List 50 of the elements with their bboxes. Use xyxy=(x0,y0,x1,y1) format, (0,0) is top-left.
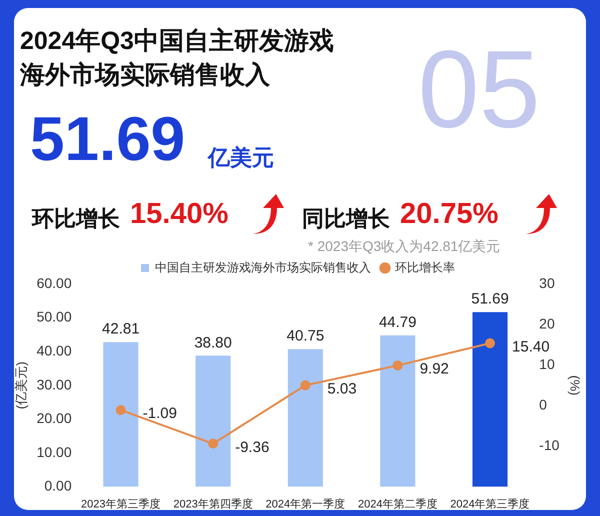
y-tick-label: 10.00 xyxy=(36,444,72,460)
text: 05 xyxy=(418,27,540,153)
data-label: 51.69 xyxy=(471,290,509,308)
y2-tick-label: 30 xyxy=(539,274,555,291)
legend-label: 环比增长率 xyxy=(395,260,455,274)
point xyxy=(392,360,403,370)
text: 51.69 xyxy=(30,104,186,175)
bar xyxy=(472,312,508,487)
text: * 2023年Q3收入为42.81亿美元 xyxy=(308,238,500,256)
data-label: 38.80 xyxy=(194,334,232,352)
y2-tick-label: 0 xyxy=(539,396,548,413)
y2-tick-label: 10 xyxy=(539,356,555,372)
bar xyxy=(196,356,231,487)
y-tick-label: 20.00 xyxy=(36,410,72,426)
y2-axis-title: (%) xyxy=(568,375,583,396)
text: 环比增长 xyxy=(32,205,120,233)
y-tick-label: 60.00 xyxy=(36,274,72,291)
point xyxy=(485,338,496,348)
text: 同比增长 xyxy=(302,205,390,233)
y-tick-label: 30.00 xyxy=(36,376,72,392)
chart-title: 2024年Q3中国自主研发游戏海外市场实际销售收入 xyxy=(20,26,335,91)
data-label: -9.36 xyxy=(235,438,270,456)
x-tick-label: 2024年第一季度 xyxy=(266,497,346,510)
text: 15.40% xyxy=(130,198,228,231)
point xyxy=(208,438,218,449)
x-tick-label: 2023年第四季度 xyxy=(173,497,253,510)
data-label: 15.40 xyxy=(512,338,550,356)
data-label: 5.03 xyxy=(327,380,357,398)
y-tick-label: 50.00 xyxy=(36,308,72,325)
data-label: 42.81 xyxy=(102,320,140,338)
point xyxy=(300,380,310,390)
data-label: 40.75 xyxy=(286,328,324,345)
data-label: 9.92 xyxy=(420,360,449,378)
data-label: -1.09 xyxy=(142,405,177,422)
y-tick-label: 0.00 xyxy=(44,478,72,494)
y2-tick-label: 20 xyxy=(539,315,555,332)
bar xyxy=(103,342,138,487)
y-tick-label: 40.00 xyxy=(36,342,72,358)
x-tick-label: 2024年第三季度 xyxy=(450,497,530,510)
bar xyxy=(380,335,416,487)
text: 20.75% xyxy=(400,198,498,231)
text: 亿美元 xyxy=(208,144,274,172)
x-tick-label: 2023年第三季度 xyxy=(81,497,161,510)
y-axis-title: (亿美元) xyxy=(13,362,28,410)
data-label: 44.79 xyxy=(378,314,416,332)
legend-label: 中国自主研发游戏海外市场实际销售收入 xyxy=(155,260,371,274)
point xyxy=(116,405,126,416)
x-tick-label: 2024年第二季度 xyxy=(358,497,438,510)
y2-tick-label: -10 xyxy=(539,437,560,454)
bar xyxy=(288,349,323,487)
